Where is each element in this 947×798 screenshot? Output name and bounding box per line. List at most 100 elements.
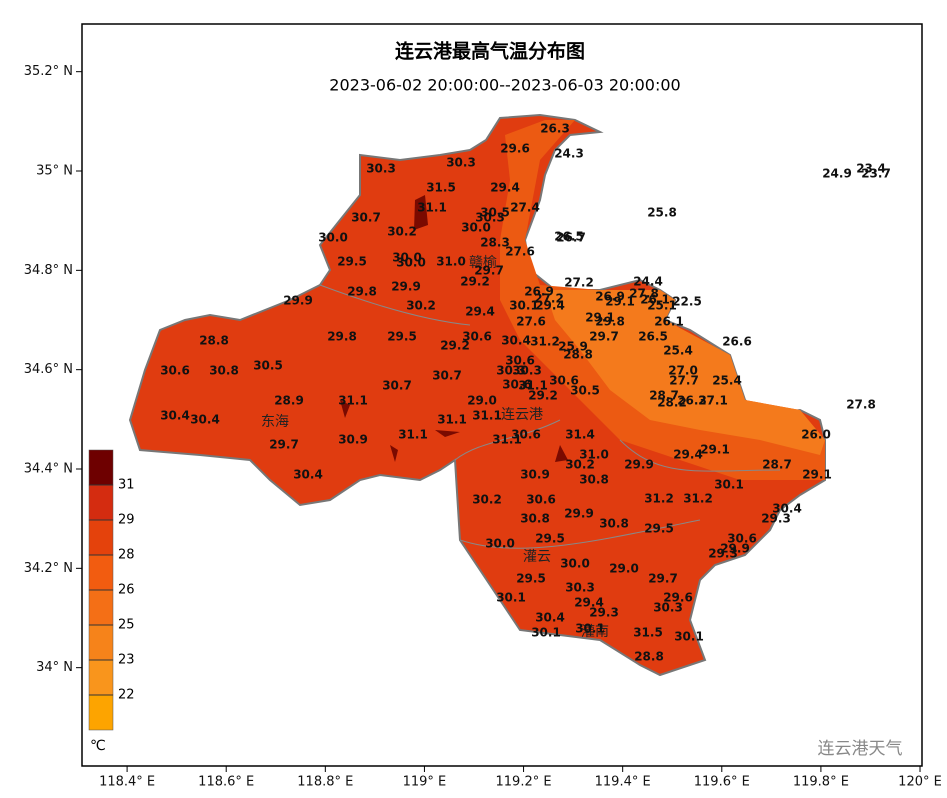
- station-reading: 26.6: [722, 335, 752, 349]
- station-reading: 29.7: [269, 438, 299, 452]
- station-reading: 30.7: [432, 369, 462, 383]
- station-reading: 30.3: [475, 211, 505, 225]
- y-tick-label: 34.4° N: [24, 462, 73, 477]
- station-reading: 30.3: [512, 364, 542, 378]
- station-reading: 30.4: [160, 409, 190, 423]
- station-reading: 31.1: [472, 409, 502, 423]
- station-reading: 29.7: [474, 264, 504, 278]
- station-reading: 29.4: [673, 448, 703, 462]
- station-reading: 29.3: [589, 606, 619, 620]
- station-reading: 30.4: [535, 611, 565, 625]
- station-reading: 29.1: [605, 295, 635, 309]
- station-reading: 29.3: [761, 512, 791, 526]
- legend-label: 26: [118, 583, 135, 598]
- legend-label: 23: [118, 653, 135, 668]
- legend-label: 29: [118, 513, 135, 528]
- x-tick-label: 118.6° E: [198, 775, 254, 790]
- station-reading: 30.1: [674, 630, 704, 644]
- x-tick-label: 119.6° E: [694, 775, 750, 790]
- station-reading: 29.7: [648, 572, 678, 586]
- station-reading: 29.4: [535, 299, 565, 313]
- station-reading: 30.2: [387, 225, 417, 239]
- station-reading: 31.4: [565, 428, 595, 442]
- station-reading: 30.4: [501, 334, 531, 348]
- x-tick-label: 119° E: [403, 775, 447, 790]
- station-reading: 31.1: [437, 413, 467, 427]
- station-reading: 31.5: [426, 181, 456, 195]
- station-reading: 30.4: [293, 468, 323, 482]
- x-tick-label: 118.4° E: [99, 775, 155, 790]
- station-reading: 29.2: [440, 339, 470, 353]
- legend-swatch: [88, 449, 114, 486]
- station-reading: 28.8: [199, 334, 229, 348]
- station-reading: 28.9: [274, 394, 304, 408]
- station-reading: 27.8: [846, 398, 876, 412]
- station-reading: 30.2: [472, 493, 502, 507]
- station-reading: 30.8: [520, 512, 550, 526]
- station-reading: 30.3: [653, 601, 683, 615]
- station-reading: 27.4: [510, 201, 540, 215]
- station-reading: 31.2: [644, 492, 674, 506]
- station-reading: 30.0: [485, 537, 515, 551]
- station-reading: 27.2: [564, 276, 594, 290]
- station-reading: 26.5: [554, 230, 584, 244]
- legend-swatch: [88, 554, 114, 591]
- station-reading: 29.3: [708, 547, 738, 561]
- station-reading: 27.8: [629, 287, 659, 301]
- station-reading: 30.4: [772, 502, 802, 516]
- station-reading: 27.6: [505, 245, 535, 259]
- station-reading: 29.2: [528, 389, 558, 403]
- station-reading: 30.7: [382, 379, 412, 393]
- y-tick-label: 34.2° N: [24, 561, 73, 576]
- station-reading: 31.1: [518, 379, 548, 393]
- legend-swatch: [88, 694, 114, 731]
- station-reading: 26.7: [556, 231, 586, 245]
- station-reading: 30.2: [406, 299, 436, 313]
- station-reading: 30.6: [502, 378, 532, 392]
- station-reading: 30.5: [480, 206, 510, 220]
- station-reading: 25.8: [647, 206, 677, 220]
- station-reading: 30.0: [396, 256, 426, 270]
- station-reading: 30.3: [496, 364, 526, 378]
- x-tick-label: 119.4° E: [595, 775, 651, 790]
- station-reading: 23.4: [856, 162, 886, 176]
- station-reading: 29.9: [391, 280, 421, 294]
- legend-swatch: [88, 589, 114, 626]
- map-subtitle: 2023-06-02 20:00:00--2023-06-03 20:00:00: [329, 76, 680, 95]
- station-reading: 28.8: [563, 348, 593, 362]
- station-reading: 31.0: [436, 255, 466, 269]
- station-reading: 26.9: [524, 285, 554, 299]
- station-reading: 29.8: [595, 315, 625, 329]
- station-reading: 29.5: [337, 255, 367, 269]
- station-reading: 30.7: [351, 211, 381, 225]
- legend-swatch: [88, 624, 114, 661]
- station-reading: 25.9: [558, 340, 588, 354]
- place-name: 灌南: [581, 624, 609, 640]
- station-reading: 31.1: [417, 201, 447, 215]
- y-tick-label: 34.6° N: [24, 362, 73, 377]
- station-reading: 30.2: [565, 458, 595, 472]
- station-reading: 29.5: [516, 572, 546, 586]
- station-reading: 29.7: [589, 330, 619, 344]
- legend-label: 22: [118, 688, 135, 703]
- station-reading: 30.4: [190, 413, 220, 427]
- station-reading: 31.1: [398, 428, 428, 442]
- place-name: 连云港: [501, 407, 543, 423]
- station-reading: 22.5: [672, 295, 702, 309]
- station-reading: 31.2: [530, 335, 560, 349]
- station-reading: 30.9: [338, 433, 368, 447]
- station-reading: 29.9: [283, 294, 313, 308]
- station-reading: 26.1: [654, 315, 684, 329]
- station-reading: 31.0: [579, 448, 609, 462]
- station-reading: 30.1: [714, 478, 744, 492]
- station-reading: 30.6: [727, 532, 757, 546]
- station-reading: 30.5: [253, 359, 283, 373]
- watermark: 连云港天气: [818, 739, 903, 759]
- place-name: 东海: [261, 414, 289, 430]
- x-tick-label: 119.2° E: [496, 775, 552, 790]
- legend-label: 25: [118, 618, 135, 633]
- station-reading: 25.4: [663, 344, 693, 358]
- map-title: 连云港最高气温分布图: [395, 40, 585, 63]
- legend-swatch: [88, 519, 114, 556]
